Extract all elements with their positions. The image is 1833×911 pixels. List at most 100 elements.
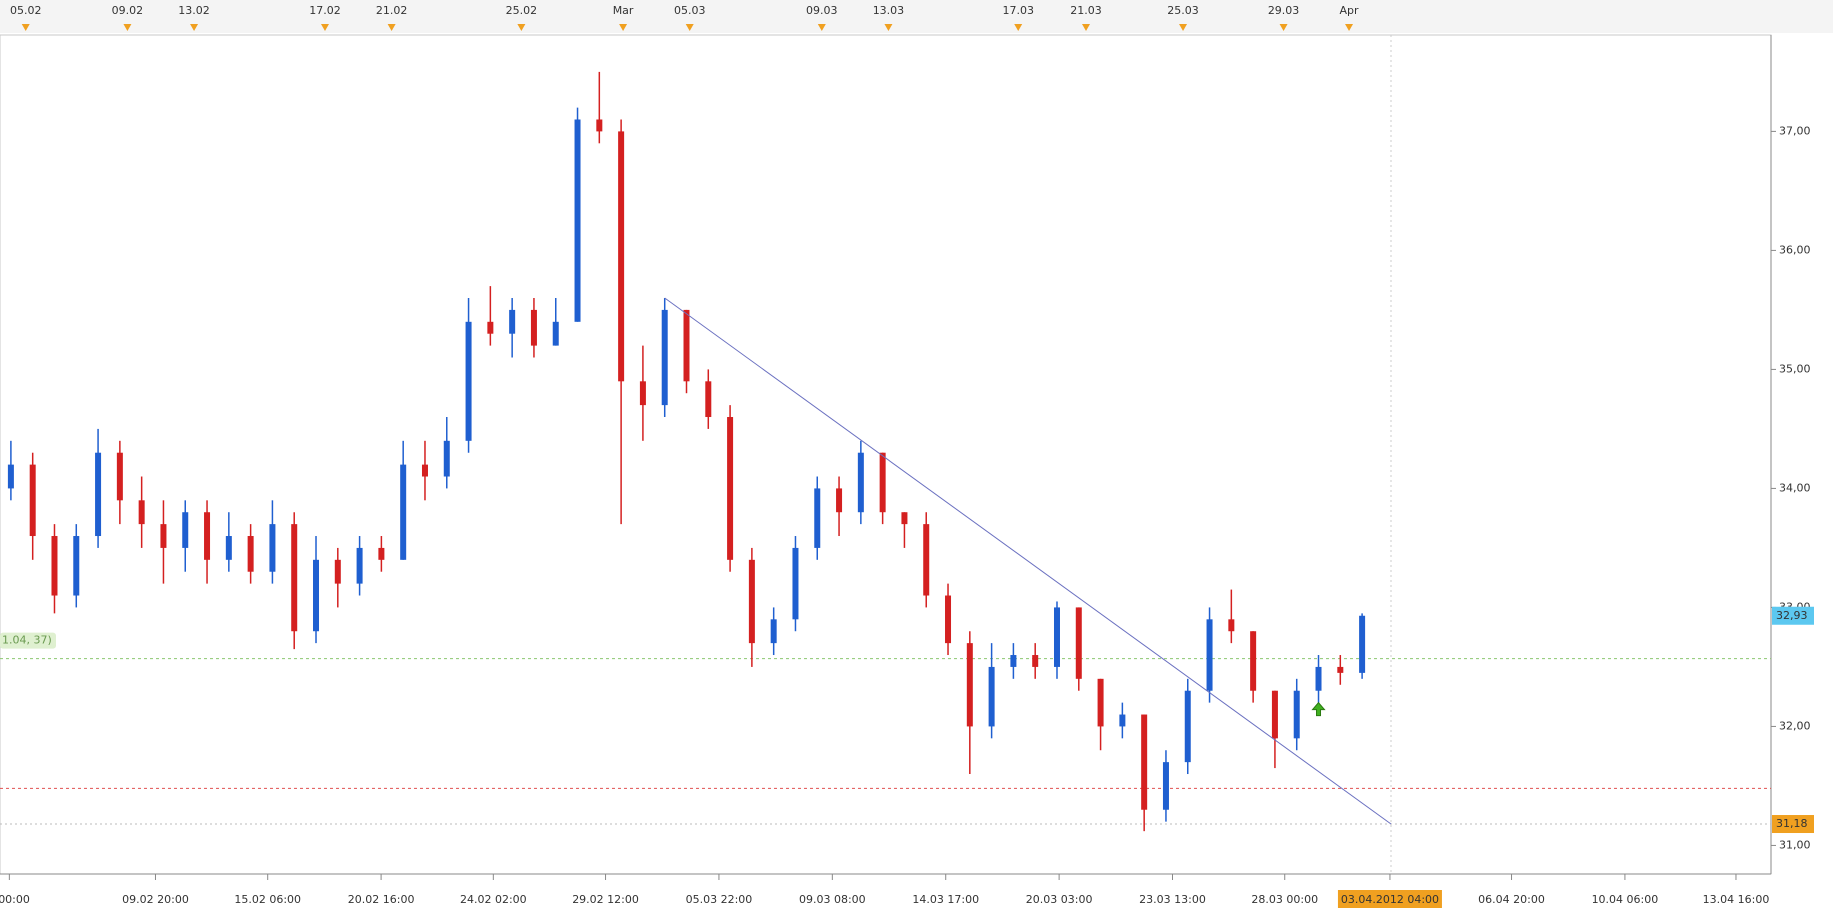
candle-body (487, 321, 494, 334)
annotation: 1.04, 37) (2, 634, 52, 647)
candle-body (334, 559, 341, 584)
candle-body (596, 119, 603, 132)
candle-body (160, 524, 167, 548)
top-axis-marker (190, 24, 199, 31)
y-tick-label: 32,00 (1779, 719, 1811, 732)
candle-body (792, 547, 799, 620)
candle-body (1293, 690, 1300, 739)
top-axis-marker (320, 24, 329, 31)
candle-body (138, 500, 145, 525)
candle-body (945, 595, 952, 644)
top-axis-marker (123, 24, 132, 31)
candle-body (1119, 714, 1126, 727)
x-tick-label: 13.04 16:00 (1703, 893, 1770, 906)
candle-body (1097, 678, 1104, 727)
top-axis-band (0, 0, 1833, 33)
candle-body (988, 666, 995, 727)
x-tick-label: 05.03 22:00 (686, 893, 753, 906)
top-axis-label: 21.02 (376, 4, 408, 17)
top-axis-label: 29.03 (1268, 4, 1300, 17)
candle-body (116, 452, 123, 501)
y-tick-label: 35,00 (1779, 362, 1811, 375)
x-tick-label: 00:00 (0, 893, 30, 906)
candle-body (443, 440, 450, 477)
candle-body (770, 619, 777, 644)
candle-body (1228, 619, 1235, 632)
top-axis-marker (1179, 24, 1188, 31)
candle-body (95, 452, 102, 537)
candle-body (857, 452, 864, 513)
x-tick-label: 20.02 16:00 (348, 893, 415, 906)
x-tick-label: 24.02 02:00 (460, 893, 527, 906)
candle-body (901, 512, 908, 525)
candle-body (1141, 714, 1148, 810)
top-axis-label: Mar (613, 4, 634, 17)
candle-body (51, 536, 58, 596)
candle-body (552, 321, 559, 346)
candle-body (1184, 690, 1191, 763)
x-tick-label: 20.03 03:00 (1026, 893, 1093, 906)
top-axis-marker (517, 24, 526, 31)
x-tick-label: 23.03 13:00 (1139, 893, 1206, 906)
candle-body (1206, 619, 1213, 691)
candle-body (1075, 607, 1082, 679)
candle-body (1010, 655, 1017, 667)
top-axis-label: 17.03 (1002, 4, 1034, 17)
top-axis-label: Apr (1340, 4, 1360, 17)
candle-body (530, 309, 537, 346)
trend-line (664, 297, 1392, 825)
x-tick-label: 06.04 20:00 (1478, 893, 1545, 906)
top-axis-marker (21, 24, 30, 31)
top-axis-label: 05.02 (10, 4, 42, 17)
candle-body (204, 512, 211, 560)
candle-body (683, 309, 690, 382)
price-tag-label: 31,18 (1776, 817, 1808, 830)
x-tick-label: 29.02 12:00 (572, 893, 639, 906)
candle-body (378, 547, 385, 560)
y-tick-label: 37,00 (1779, 124, 1811, 137)
candle-body (356, 547, 363, 584)
candle-body (182, 512, 189, 548)
candle-body (748, 559, 755, 644)
top-axis-marker (817, 24, 826, 31)
top-axis-label: 09.03 (806, 4, 838, 17)
candle-body (225, 536, 232, 560)
candle-body (1315, 666, 1322, 691)
candle-body (313, 559, 320, 632)
top-axis-label: 25.02 (506, 4, 538, 17)
candle-body (814, 488, 821, 548)
annotation-box (0, 632, 56, 649)
x-tick-label: 15.02 06:00 (234, 893, 301, 906)
candle-body (836, 488, 843, 513)
x-tick-label: 03.04.2012 04:00 (1341, 893, 1439, 906)
top-axis-marker (1279, 24, 1288, 31)
candle-body (923, 524, 930, 596)
top-axis-label: 09.02 (112, 4, 144, 17)
top-axis-label: 13.03 (873, 4, 905, 17)
candle-body (7, 464, 14, 489)
candle-body (421, 464, 428, 477)
y-tick-label: 36,00 (1779, 243, 1811, 256)
top-axis-marker (685, 24, 694, 31)
top-axis-label: 05.03 (674, 4, 706, 17)
candle-body (1359, 615, 1366, 673)
signal-arrow (1311, 701, 1326, 717)
top-axis-label: 25.03 (1167, 4, 1199, 17)
candle-body (574, 119, 581, 322)
candle-body (73, 536, 80, 596)
candle-body (661, 309, 668, 406)
candle-body (639, 381, 646, 406)
price-tag (1772, 815, 1814, 834)
candle-body (1271, 690, 1278, 739)
top-axis-marker (619, 24, 628, 31)
top-axis-label: 17.02 (309, 4, 341, 17)
top-axis-marker (387, 24, 396, 31)
candle-body (465, 321, 472, 441)
top-axis-marker (1345, 24, 1354, 31)
candle-body (705, 381, 712, 418)
candle-body (269, 524, 276, 572)
top-axis-marker (884, 24, 893, 31)
candle-body (1162, 762, 1169, 810)
candle-body (966, 643, 973, 727)
